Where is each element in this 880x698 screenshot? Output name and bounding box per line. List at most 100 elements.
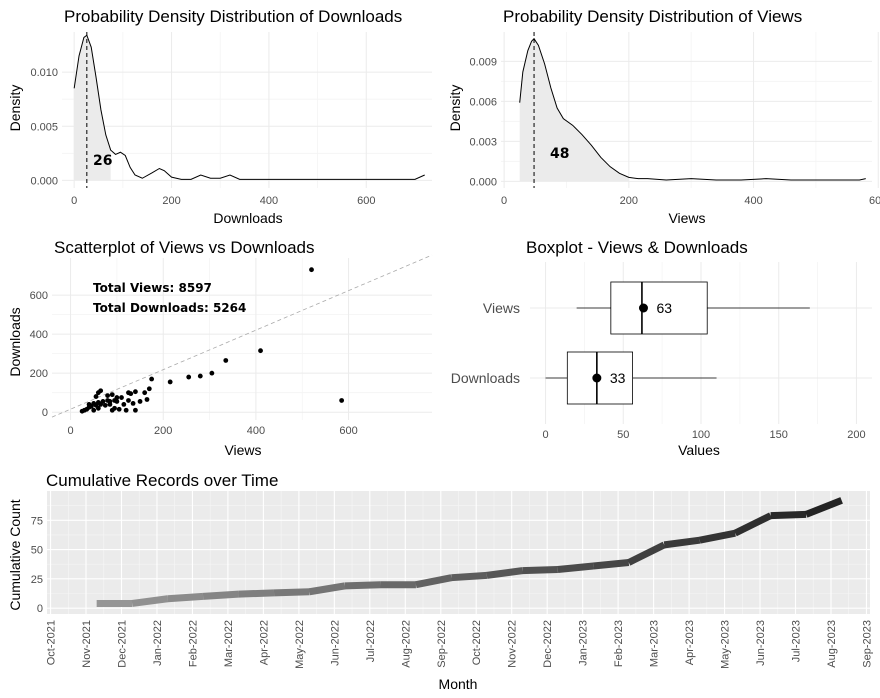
views-density-line	[519, 37, 866, 181]
cumulative-title: Cumulative Records over Time	[46, 471, 278, 490]
scatter-ytick-1: 200	[30, 368, 48, 380]
scatter-point-3	[209, 370, 215, 376]
boxplot-xtick-3: 150	[770, 429, 788, 441]
cumulative-segment-20	[804, 497, 843, 518]
scatter-point-37	[107, 401, 113, 407]
views-ytick-1: 0.003	[469, 136, 497, 148]
cumulative-month-tick-18: Apr-2023	[684, 620, 696, 665]
scatter-point-18	[102, 402, 108, 408]
scatter-point-46	[86, 401, 92, 407]
cumulative-month-tick-5: Mar-2022	[223, 620, 235, 667]
scatter-point-43	[93, 394, 99, 399]
downloads-density-panel: Probability Density Distribution of Down…	[7, 7, 432, 226]
scatter-point-7	[149, 376, 155, 382]
downloads-xtick-0: 0	[71, 195, 77, 207]
cumulative-month-tick-16: Feb-2023	[613, 620, 625, 667]
scatter-point-16	[105, 398, 111, 403]
downloads-ytick-1: 0.005	[30, 121, 58, 133]
cumulative-month-tick-17: Mar-2023	[649, 620, 661, 667]
boxplot-title: Boxplot - Views & Downloads	[526, 238, 748, 257]
scatter-point-27	[95, 405, 101, 411]
cumulative-month-tick-23: Sep-2023	[861, 620, 873, 668]
scatter-point-34	[128, 391, 134, 397]
cumulative-segment-12	[522, 565, 558, 575]
cumulative-month-tick-7: May-2022	[294, 620, 306, 669]
cumulative-panel: Cumulative Records over Time Month Cumul…	[7, 471, 873, 692]
cumulative-segment-9	[415, 574, 453, 589]
views-xtick-3: 600	[869, 195, 880, 207]
scatter-xtick-2: 400	[247, 425, 265, 437]
cumulative-month-tick-4: Feb-2022	[187, 620, 199, 667]
views-shaded-area	[519, 38, 629, 182]
boxplot-xlabel: Values	[678, 442, 720, 458]
total-views-annotation: Total Views: 8597	[93, 281, 212, 295]
downloads-density-title: Probability Density Distribution of Down…	[64, 7, 402, 26]
boxplot-views-category-label: Views	[483, 300, 520, 316]
boxplot-xtick-1: 50	[617, 429, 629, 441]
scatter-ytick-3: 600	[30, 290, 48, 302]
cumulative-segment-3	[202, 590, 239, 600]
scatter-point-36	[114, 399, 120, 404]
views-density-title: Probability Density Distribution of View…	[503, 7, 802, 26]
downloads-xtick-1: 200	[162, 195, 180, 207]
scatter-title: Scatterplot of Views vs Downloads	[54, 238, 314, 257]
cumulative-month-tick-20: Jun-2023	[755, 620, 767, 666]
boxplot-xtick-2: 100	[692, 429, 710, 441]
cumulative-segment-4	[238, 589, 275, 598]
views-xtick-2: 400	[744, 195, 762, 207]
scatter-point-1	[258, 348, 263, 354]
cumulative-month-tick-10: Aug-2022	[400, 620, 412, 668]
cumulative-month-tick-22: Aug-2023	[826, 620, 838, 668]
scatter-point-40	[126, 398, 131, 403]
scatter-point-26	[91, 407, 97, 413]
scatter-point-38	[112, 405, 117, 411]
cumulative-month-tick-9: Jul-2022	[365, 620, 377, 662]
downloads-xtick-3: 600	[357, 195, 375, 207]
views-mode-label: 48	[550, 146, 569, 162]
scatter-ytick-0: 0	[42, 407, 48, 419]
cumulative-segment-16	[663, 536, 701, 549]
cumulative-month-tick-13: Nov-2022	[507, 620, 519, 668]
scatter-point-8	[146, 386, 152, 392]
scatter-ylabel: Downloads	[7, 307, 23, 376]
boxplot-views-box	[610, 281, 708, 335]
views-xtick-1: 200	[620, 195, 638, 207]
total-downloads-annotation: Total Downloads: 5264	[93, 301, 246, 315]
scatter-point-48	[109, 392, 115, 398]
views-ytick-0: 0.000	[469, 176, 497, 188]
boxplot-xtick-0: 0	[542, 429, 548, 441]
cumulative-month-tick-14: Dec-2022	[542, 620, 554, 668]
downloads-ytick-0: 0.000	[30, 175, 58, 187]
scatter-point-5	[186, 374, 192, 380]
cumulative-month-tick-0: Oct-2021	[46, 620, 58, 665]
downloads-density-line	[73, 34, 425, 180]
views-density-panel: Probability Density Distribution of View…	[447, 7, 880, 226]
downloads-ytick-2: 0.010	[30, 67, 58, 79]
cumulative-segment-5	[273, 588, 310, 597]
cumulative-month-tick-6: Apr-2022	[258, 620, 270, 665]
scatter-point-32	[137, 399, 143, 404]
cumulative-segment-6	[308, 582, 346, 596]
scatter-point-47	[105, 393, 111, 399]
cumulative-month-tick-19: May-2023	[720, 620, 732, 669]
cumulative-month-tick-8: Jun-2022	[329, 620, 341, 666]
cumulative-segment-1	[131, 595, 169, 607]
cumulative-segment-7	[344, 581, 381, 590]
downloads-shaded-area	[74, 35, 111, 181]
scatter-point-42	[98, 388, 104, 394]
downloads-density-ylabel: Density	[7, 85, 23, 132]
scatter-point-9	[142, 390, 148, 396]
scatter-ytick-2: 400	[30, 329, 48, 341]
cumulative-xlabel: Month	[439, 676, 478, 692]
scatter-point-29	[116, 406, 122, 412]
scatter-point-31	[133, 407, 138, 413]
cumulative-segment-2	[167, 592, 204, 603]
scatter-point-35	[119, 395, 124, 400]
scatter-xlabel: Views	[224, 442, 261, 458]
cumulative-ytick-1: 25	[31, 574, 43, 586]
cumulative-month-tick-1: Nov-2021	[81, 620, 93, 668]
cumulative-ytick-2: 50	[31, 545, 43, 557]
scatter-reference-line	[51, 254, 433, 418]
scatter-point-33	[144, 397, 150, 402]
